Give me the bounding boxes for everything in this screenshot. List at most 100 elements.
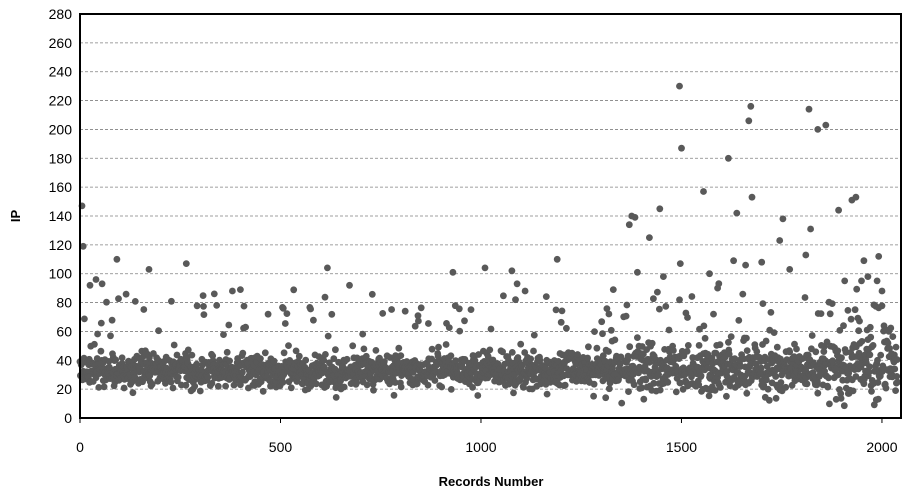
data-point xyxy=(368,290,376,298)
data-point xyxy=(112,356,120,364)
data-point xyxy=(196,387,204,395)
data-point xyxy=(182,260,190,267)
data-point xyxy=(543,390,551,398)
data-point xyxy=(200,311,208,318)
data-point xyxy=(743,334,750,342)
data-point xyxy=(646,234,653,242)
data-point xyxy=(81,315,88,323)
data-point xyxy=(688,373,695,381)
data-point xyxy=(626,343,634,351)
data-point xyxy=(886,345,893,352)
gridlines xyxy=(80,42,902,390)
data-point xyxy=(623,301,631,309)
data-point xyxy=(786,266,794,273)
data-point xyxy=(624,352,632,360)
data-point xyxy=(790,353,798,361)
data-point xyxy=(210,290,218,298)
data-point xyxy=(844,307,852,314)
data-point xyxy=(413,380,421,388)
data-point xyxy=(108,316,116,324)
data-point xyxy=(739,290,747,298)
x-axis-ticks: 0 500 1000 1500 2000 xyxy=(76,418,898,455)
y-tick-label: 80 xyxy=(56,295,72,311)
data-point xyxy=(512,296,519,304)
data-point xyxy=(866,323,874,331)
data-point xyxy=(855,327,863,335)
data-point xyxy=(302,356,310,364)
data-point xyxy=(411,322,419,330)
data-point xyxy=(777,379,785,386)
data-point xyxy=(656,386,664,394)
data-point xyxy=(826,400,833,408)
data-point xyxy=(447,352,455,360)
data-point xyxy=(757,364,765,372)
data-point xyxy=(220,331,227,338)
data-point xyxy=(520,383,527,391)
y-tick-label: 60 xyxy=(56,323,72,339)
data-point xyxy=(103,298,110,306)
data-point xyxy=(605,310,613,318)
data-point xyxy=(814,389,822,397)
data-point xyxy=(605,385,613,393)
data-point xyxy=(425,320,432,327)
data-point xyxy=(866,363,873,370)
data-point xyxy=(884,339,892,347)
data-point xyxy=(625,221,633,229)
data-point xyxy=(869,342,877,349)
data-point xyxy=(622,312,630,320)
data-point xyxy=(561,381,569,389)
data-point xyxy=(812,348,820,356)
data-point xyxy=(283,310,291,317)
data-point xyxy=(858,338,866,345)
data-point xyxy=(100,383,108,391)
data-point xyxy=(593,344,601,352)
data-point xyxy=(285,342,292,349)
data-point xyxy=(772,373,780,380)
data-point xyxy=(684,314,691,321)
data-point xyxy=(654,288,661,296)
data-point xyxy=(634,334,641,341)
data-point xyxy=(642,376,650,384)
data-point xyxy=(170,341,178,349)
data-point xyxy=(474,392,482,399)
data-point xyxy=(239,349,247,357)
data-point xyxy=(655,371,662,379)
data-point xyxy=(598,318,606,326)
data-point xyxy=(803,380,811,388)
data-point xyxy=(455,305,463,313)
data-point xyxy=(237,286,244,293)
data-point xyxy=(748,193,756,201)
data-point xyxy=(599,352,607,359)
data-point xyxy=(264,310,272,318)
data-point xyxy=(747,102,755,110)
data-point xyxy=(340,383,348,391)
data-point xyxy=(625,388,632,395)
data-point xyxy=(435,343,442,351)
data-point xyxy=(595,372,603,379)
plot-area-frame xyxy=(79,13,902,419)
data-point xyxy=(650,379,658,387)
data-point xyxy=(874,395,882,403)
y-tick-label: 0 xyxy=(64,410,72,426)
data-point xyxy=(782,383,790,391)
data-point xyxy=(324,332,332,340)
data-point xyxy=(397,352,405,359)
data-point xyxy=(763,376,770,384)
data-point xyxy=(807,225,814,233)
data-point xyxy=(223,348,231,356)
data-point xyxy=(779,215,787,223)
data-point xyxy=(521,287,529,295)
data-point xyxy=(765,396,773,404)
data-point xyxy=(767,309,775,316)
data-point xyxy=(95,384,103,391)
data-point xyxy=(424,381,432,389)
data-point xyxy=(287,384,295,392)
data-point xyxy=(120,384,128,392)
data-point xyxy=(865,368,873,376)
x-axis-title: Records Number xyxy=(439,474,544,489)
data-point xyxy=(634,268,641,276)
data-point xyxy=(442,341,450,348)
data-point xyxy=(200,303,207,310)
data-point xyxy=(814,125,822,133)
data-point xyxy=(572,360,580,368)
